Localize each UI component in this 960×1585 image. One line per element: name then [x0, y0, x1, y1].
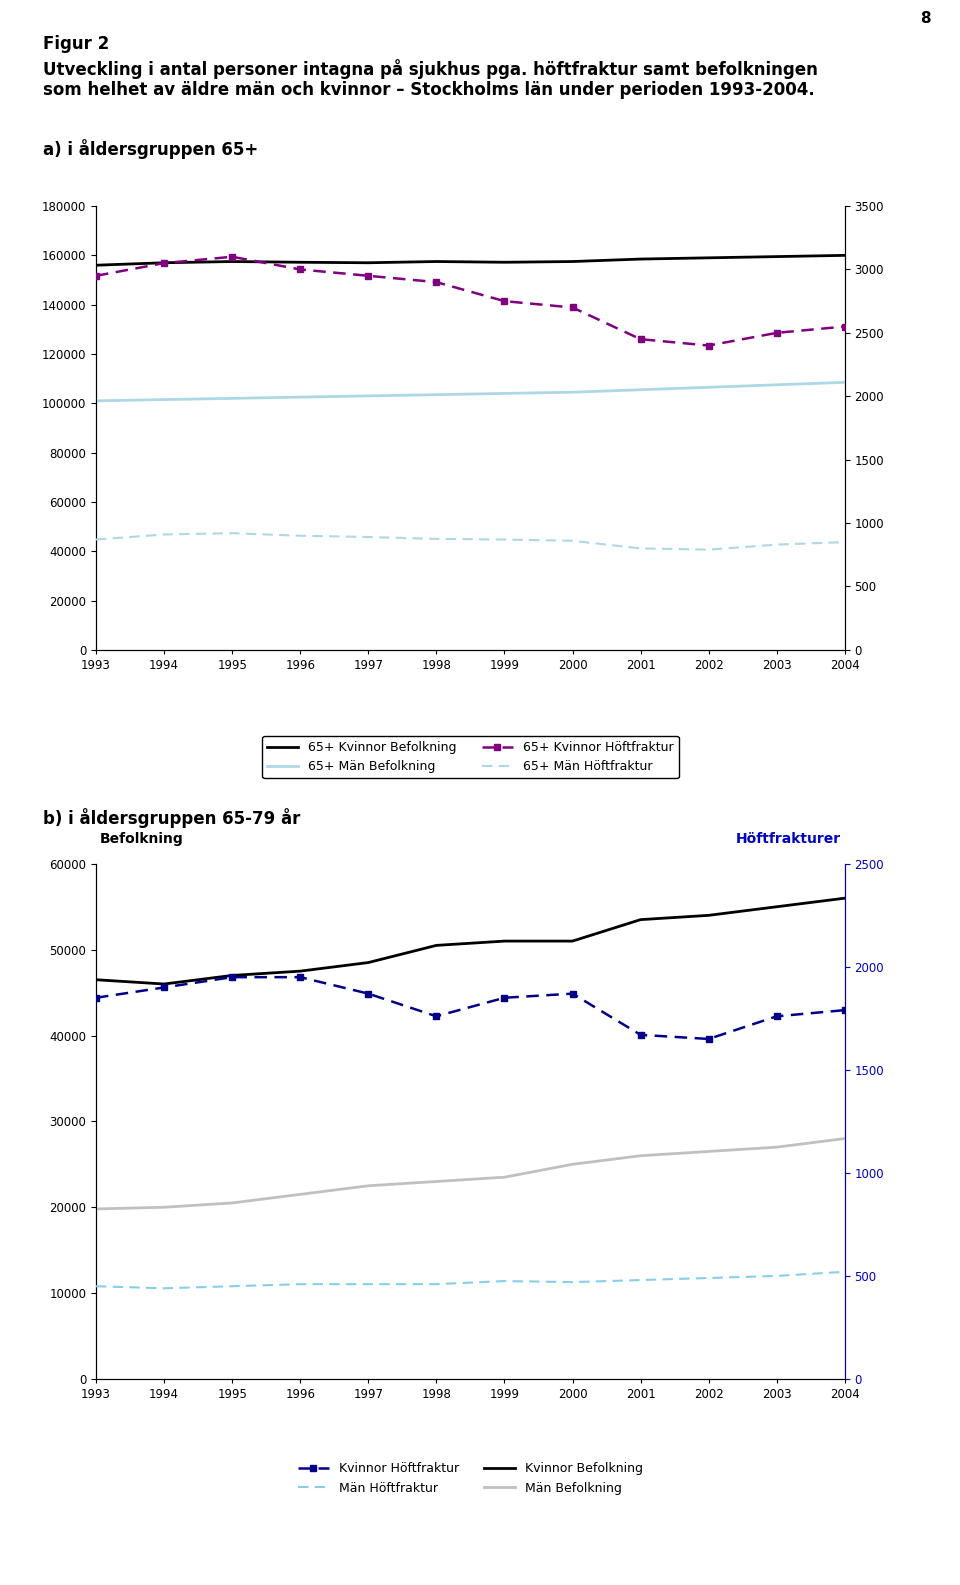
Text: 8: 8: [921, 11, 931, 25]
Text: a) i åldersgruppen 65+: a) i åldersgruppen 65+: [43, 139, 258, 160]
Text: Befolkning: Befolkning: [100, 832, 183, 846]
Text: Figur 2: Figur 2: [43, 35, 109, 52]
Text: b) i åldersgruppen 65-79 år: b) i åldersgruppen 65-79 år: [43, 808, 300, 829]
Text: Utveckling i antal personer intagna på sjukhus pga. höftfraktur samt befolkninge: Utveckling i antal personer intagna på s…: [43, 59, 818, 79]
Text: som helhet av äldre män och kvinnor – Stockholms län under perioden 1993-2004.: som helhet av äldre män och kvinnor – St…: [43, 81, 815, 98]
Legend: 65+ Kvinnor Befolkning, 65+ Män Befolkning, 65+ Kvinnor Höftfraktur, 65+ Män Höf: 65+ Kvinnor Befolkning, 65+ Män Befolkni…: [262, 735, 679, 778]
Text: Höftfrakturer: Höftfrakturer: [736, 832, 841, 846]
Legend: Kvinnor Höftfraktur, Män Höftfraktur, Kvinnor Befolkning, Män Befolkning: Kvinnor Höftfraktur, Män Höftfraktur, Kv…: [293, 1457, 648, 1499]
